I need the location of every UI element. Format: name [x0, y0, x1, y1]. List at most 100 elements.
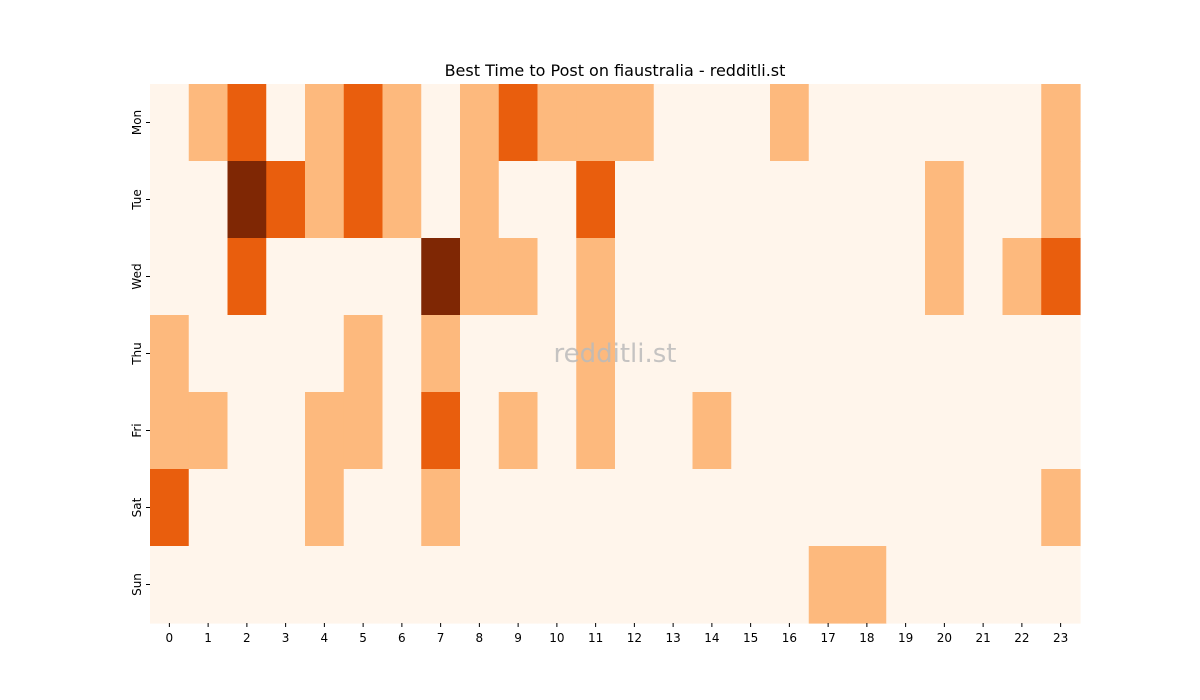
x-tick-label: 22 [1014, 631, 1029, 645]
x-tick-label: 13 [665, 631, 680, 645]
heatmap-cell-thu-12 [615, 315, 655, 393]
heatmap-cell-tue-5 [343, 161, 384, 239]
heatmap-cell-wed-2 [227, 238, 267, 316]
heatmap-cell-thu-2 [227, 315, 267, 393]
x-tick-label: 23 [1053, 631, 1068, 645]
y-tick-label: Sat [130, 497, 144, 517]
heatmap-cell-thu-21 [963, 315, 1004, 393]
heatmap-cell-mon-1 [188, 84, 229, 162]
heatmap-cell-fri-23 [1041, 392, 1081, 470]
heatmap-cell-thu-4 [305, 315, 345, 393]
heatmap-cell-tue-3 [266, 161, 306, 239]
heatmap-cell-sun-19 [886, 546, 926, 624]
heatmap-cell-sun-11 [576, 546, 616, 624]
heatmap-cell-sat-14 [692, 469, 732, 547]
x-tick-label: 12 [627, 631, 642, 645]
heatmap-cell-mon-5 [343, 84, 384, 162]
heatmap-cell-mon-15 [731, 84, 771, 162]
heatmap-cell-sat-17 [808, 469, 849, 547]
heatmap-cell-sun-0 [150, 546, 190, 624]
y-tick-label: Fri [130, 423, 144, 437]
heatmap-cell-sun-1 [188, 546, 229, 624]
heatmap-cell-sun-17 [808, 546, 849, 624]
y-tick-label: Sun [130, 573, 144, 596]
heatmap-cell-mon-23 [1041, 84, 1081, 162]
heatmap-cell-fri-21 [963, 392, 1004, 470]
heatmap-cell-wed-12 [615, 238, 655, 316]
x-tick-label: 7 [437, 631, 445, 645]
heatmap-cell-fri-17 [808, 392, 849, 470]
heatmap-cell-sat-21 [963, 469, 1004, 547]
heatmap-cell-tue-4 [305, 161, 345, 239]
heatmap-cell-thu-10 [537, 315, 577, 393]
x-tick-label: 17 [820, 631, 835, 645]
x-tick-label: 21 [975, 631, 990, 645]
heatmap-cell-sun-5 [343, 546, 384, 624]
heatmap-cell-fri-5 [343, 392, 384, 470]
heatmap-cell-fri-22 [1002, 392, 1042, 470]
watermark: redditli.st [554, 339, 677, 369]
heatmap-cell-sat-3 [266, 469, 306, 547]
heatmap-cell-fri-11 [576, 392, 616, 470]
heatmap-cell-mon-9 [498, 84, 539, 162]
heatmap-cell-sat-15 [731, 469, 771, 547]
heatmap-cell-tue-21 [963, 161, 1004, 239]
heatmap-cell-fri-16 [770, 392, 810, 470]
heatmap-cell-wed-14 [692, 238, 732, 316]
heatmap-cell-fri-9 [498, 392, 539, 470]
heatmap-cell-tue-0 [150, 161, 190, 239]
heatmap-cell-mon-21 [963, 84, 1004, 162]
heatmap-cell-wed-10 [537, 238, 577, 316]
heatmap-cell-sat-4 [305, 469, 345, 547]
heatmap-cell-sun-7 [421, 546, 461, 624]
heatmap-cell-sat-23 [1041, 469, 1081, 547]
heatmap-cell-mon-22 [1002, 84, 1042, 162]
heatmap-cell-sun-16 [770, 546, 810, 624]
heatmap-cell-sat-20 [925, 469, 965, 547]
heatmap-cell-fri-2 [227, 392, 267, 470]
heatmap-cell-tue-9 [498, 161, 539, 239]
heatmap-cell-thu-8 [460, 315, 500, 393]
heatmap-cell-thu-7 [421, 315, 461, 393]
x-axis: 0 1 2 3 4 5 6 7 8 9 10 11 12 13 14 15 16 17 18 19 20 21 22 23 [166, 623, 1068, 645]
x-tick-label: 16 [782, 631, 797, 645]
heatmap-cell-fri-4 [305, 392, 345, 470]
heatmap-cell-mon-14 [692, 84, 732, 162]
heatmap-cell-sat-7 [421, 469, 461, 547]
heatmap-cell-mon-4 [305, 84, 345, 162]
x-tick-label: 19 [898, 631, 913, 645]
heatmap-cell-thu-6 [382, 315, 422, 393]
x-tick-label: 0 [166, 631, 174, 645]
heatmap-cell-mon-8 [460, 84, 500, 162]
y-tick-label: Thu [130, 342, 144, 366]
heatmap-cell-sun-2 [227, 546, 267, 624]
heatmap-cell-tue-18 [847, 161, 887, 239]
heatmap-cell-tue-8 [460, 161, 500, 239]
heatmap-cell-tue-19 [886, 161, 926, 239]
heatmap-cell-sun-20 [925, 546, 965, 624]
x-tick-label: 18 [859, 631, 874, 645]
heatmap-cell-thu-13 [653, 315, 694, 393]
heatmap-cell-sat-1 [188, 469, 229, 547]
heatmap-cell-sun-4 [305, 546, 345, 624]
heatmap-cell-sun-22 [1002, 546, 1042, 624]
heatmap-cell-wed-3 [266, 238, 306, 316]
y-tick-label: Wed [130, 263, 144, 289]
x-tick-label: 14 [704, 631, 719, 645]
heatmap-cell-sun-15 [731, 546, 771, 624]
heatmap-cell-sat-0 [150, 469, 190, 547]
heatmap-cell-wed-18 [847, 238, 887, 316]
heatmap-cell-wed-16 [770, 238, 810, 316]
heatmap-cell-mon-11 [576, 84, 616, 162]
heatmap-cell-sat-13 [653, 469, 694, 547]
heatmap-cell-sat-12 [615, 469, 655, 547]
heatmap-cell-fri-7 [421, 392, 461, 470]
heatmap-cell-mon-18 [847, 84, 887, 162]
heatmap-cell-sun-8 [460, 546, 500, 624]
heatmap-cell-wed-19 [886, 238, 926, 316]
x-tick-label: 8 [476, 631, 484, 645]
heatmap-cell-tue-11 [576, 161, 616, 239]
heatmap-cell-thu-19 [886, 315, 926, 393]
heatmap-cell-wed-5 [343, 238, 384, 316]
